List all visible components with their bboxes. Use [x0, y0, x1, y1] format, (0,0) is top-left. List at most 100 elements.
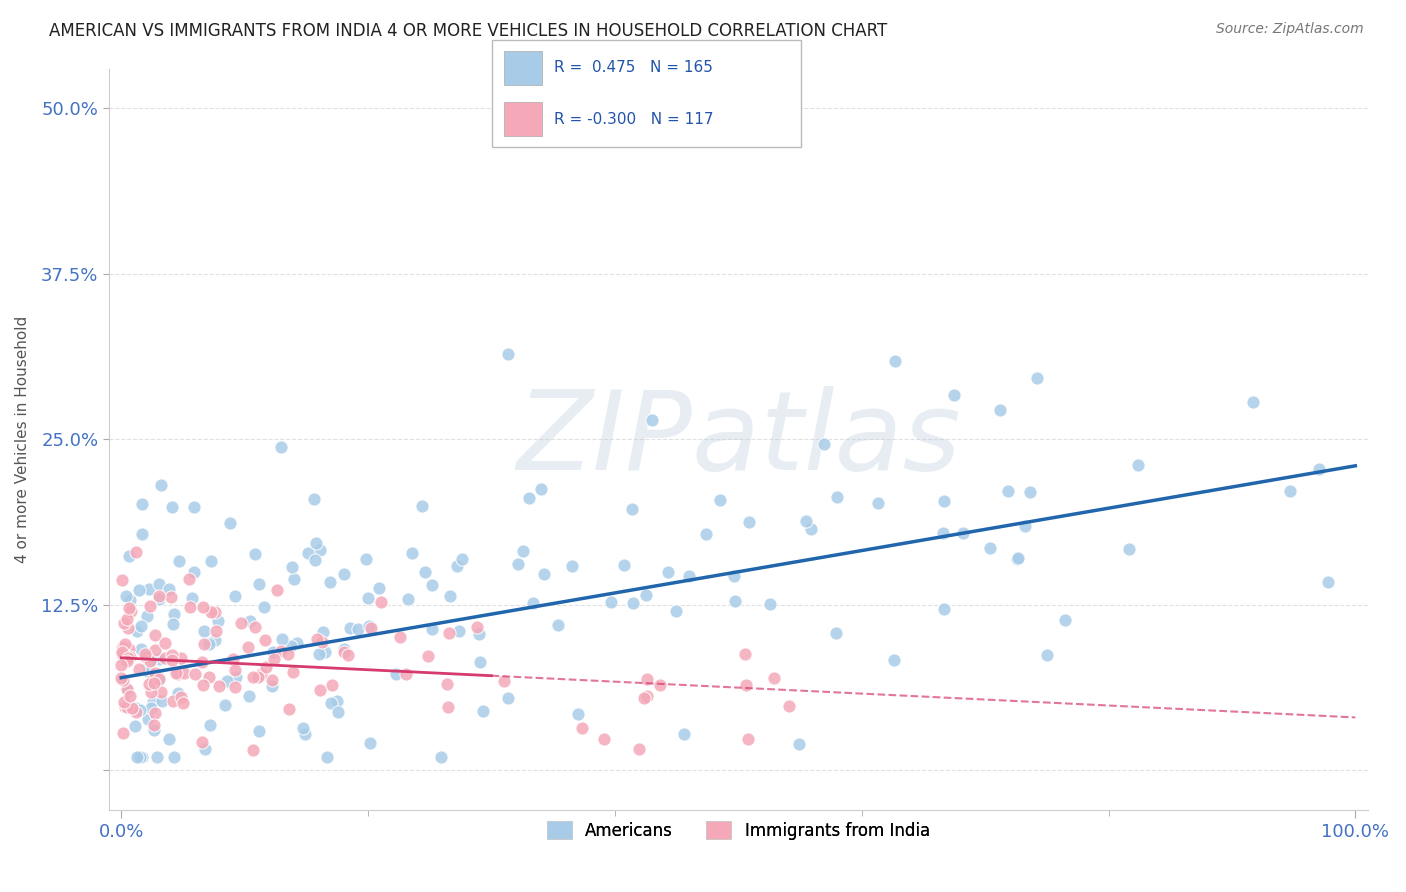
FancyBboxPatch shape: [505, 51, 541, 85]
Point: [359, 736, 381, 750]
Point: [118, 549, 141, 563]
Point: [136, 658, 159, 673]
Point: [236, 640, 259, 654]
Point: [239, 614, 262, 628]
Point: [297, 546, 319, 560]
Point: [1308, 462, 1330, 476]
Point: [328, 706, 350, 720]
Point: [360, 621, 382, 635]
Point: [110, 657, 132, 672]
Point: [111, 573, 134, 587]
Point: [759, 598, 782, 612]
Point: [198, 717, 221, 731]
Point: [193, 624, 215, 638]
Point: [430, 750, 453, 764]
Point: [800, 522, 823, 536]
Point: [943, 388, 966, 402]
Point: [627, 742, 650, 756]
Point: [388, 630, 411, 644]
Point: [283, 665, 305, 680]
Point: [1279, 484, 1302, 499]
Point: [291, 721, 314, 735]
Point: [468, 627, 491, 641]
Point: [162, 693, 184, 707]
Point: [413, 566, 436, 580]
Point: [160, 648, 183, 662]
Point: [592, 731, 614, 746]
Point: [724, 594, 747, 608]
Point: [162, 500, 184, 515]
Point: [283, 572, 305, 586]
Point: [778, 698, 800, 713]
Point: [131, 497, 153, 511]
Point: [934, 602, 956, 616]
Point: [567, 706, 589, 721]
Point: [114, 637, 136, 651]
Point: [734, 678, 756, 692]
Point: [319, 696, 342, 710]
Point: [1036, 648, 1059, 663]
Point: [200, 554, 222, 568]
Point: [305, 536, 328, 550]
Point: [183, 666, 205, 681]
Point: [173, 666, 195, 681]
Point: [621, 596, 644, 610]
Point: [512, 544, 534, 558]
Point: [117, 612, 139, 626]
Point: [988, 402, 1011, 417]
Point: [198, 670, 221, 684]
Point: [613, 558, 636, 572]
Point: [224, 589, 246, 603]
Point: [247, 577, 270, 591]
Point: [111, 647, 134, 661]
Point: [396, 591, 419, 606]
Point: [401, 545, 423, 559]
Point: [337, 648, 360, 662]
Point: [678, 569, 700, 583]
Point: [270, 644, 292, 658]
Point: [253, 600, 276, 615]
Point: [117, 700, 139, 714]
Point: [157, 732, 180, 747]
Point: [143, 676, 166, 690]
Point: [411, 499, 433, 513]
Point: [120, 604, 142, 618]
Point: [242, 743, 264, 757]
Point: [620, 502, 643, 516]
Point: [813, 437, 835, 451]
Point: [117, 684, 139, 698]
Point: [472, 705, 495, 719]
Point: [517, 491, 540, 506]
Point: [114, 700, 136, 714]
Point: [148, 671, 170, 685]
Point: [198, 637, 221, 651]
Point: [219, 516, 242, 530]
Point: [117, 621, 139, 635]
Point: [447, 624, 470, 639]
Point: [142, 695, 165, 709]
Point: [285, 636, 308, 650]
Text: ZIPatlas: ZIPatlas: [516, 386, 960, 492]
Point: [141, 673, 163, 688]
Point: [997, 484, 1019, 499]
Point: [143, 706, 166, 720]
Text: AMERICAN VS IMMIGRANTS FROM INDIA 4 OR MORE VEHICLES IN HOUSEHOLD CORRELATION CH: AMERICAN VS IMMIGRANTS FROM INDIA 4 OR M…: [49, 22, 887, 40]
Point: [316, 750, 339, 764]
Point: [281, 560, 304, 574]
Point: [193, 600, 215, 615]
Point: [333, 567, 356, 582]
Point: [110, 640, 132, 654]
Point: [522, 596, 544, 610]
Point: [437, 700, 460, 714]
Point: [120, 689, 142, 703]
Point: [650, 678, 672, 692]
Point: [280, 640, 302, 654]
Point: [117, 651, 139, 665]
Point: [111, 673, 134, 688]
Point: [314, 644, 336, 658]
Point: [308, 683, 330, 698]
Point: [163, 750, 186, 764]
Point: [148, 589, 170, 603]
Point: [149, 477, 172, 491]
Point: [139, 653, 162, 667]
